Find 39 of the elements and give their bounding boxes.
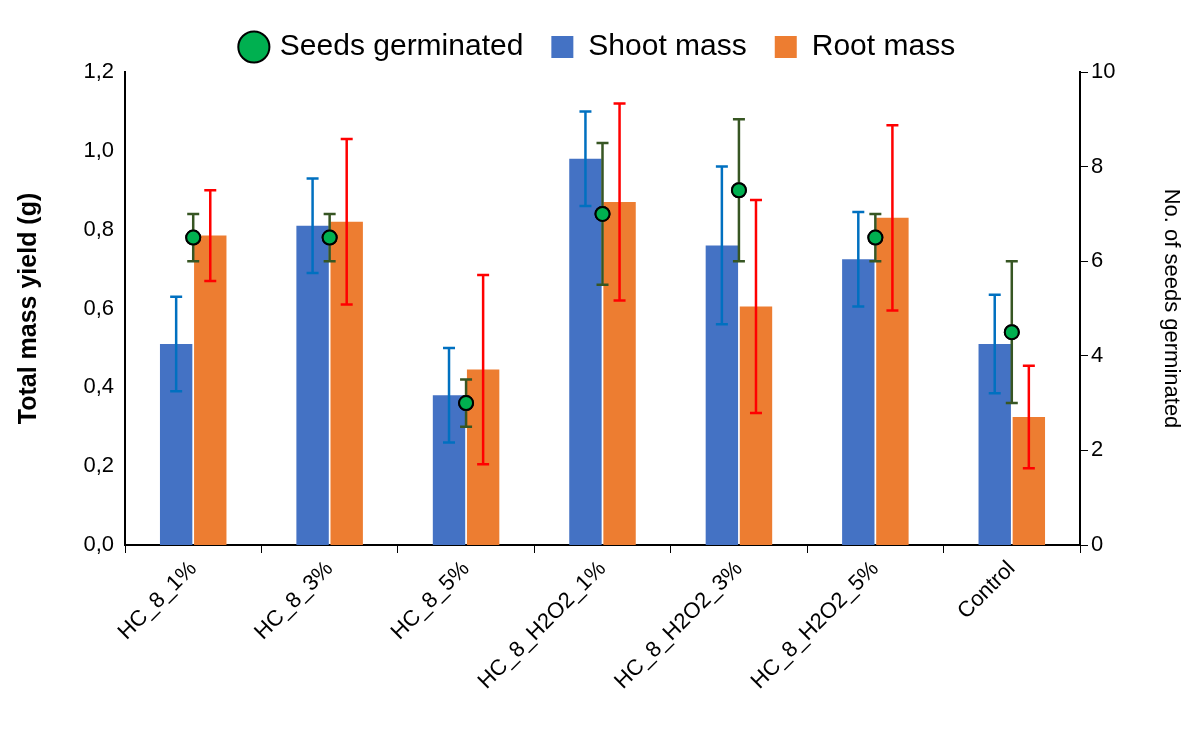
point bbox=[321, 229, 338, 246]
point bbox=[594, 205, 611, 222]
y2-axis-title: No. of seeds germinated bbox=[1159, 188, 1185, 429]
bar bbox=[842, 259, 875, 545]
y2-tick-label: 4 bbox=[1091, 341, 1104, 367]
bar bbox=[569, 158, 602, 545]
point bbox=[867, 229, 884, 246]
bar bbox=[159, 343, 193, 545]
y-tick-label: 1,0 bbox=[83, 136, 114, 162]
point bbox=[185, 229, 202, 246]
y-tick-label: 0,6 bbox=[83, 294, 114, 320]
y-tick-label: 0,2 bbox=[83, 452, 114, 478]
y-axis-title: Total mass yield (g) bbox=[12, 192, 41, 425]
bar bbox=[876, 217, 909, 545]
y-tick-label: 0,8 bbox=[83, 215, 114, 241]
bar bbox=[296, 225, 329, 545]
legend-label: Shoot mass bbox=[588, 28, 747, 62]
legend-label: Seeds germinated bbox=[279, 28, 524, 62]
bar bbox=[1012, 416, 1046, 545]
y2-tick-label: 10 bbox=[1091, 58, 1116, 84]
point bbox=[458, 395, 475, 412]
bar bbox=[705, 245, 739, 545]
point bbox=[1003, 324, 1020, 341]
y-tick-label: 0,4 bbox=[83, 373, 114, 399]
y2-tick-label: 2 bbox=[1091, 436, 1104, 462]
y-tick-label: 1,2 bbox=[83, 58, 114, 84]
bar bbox=[978, 343, 1011, 545]
bar bbox=[466, 369, 500, 545]
y-tick-label: 0,0 bbox=[83, 531, 114, 557]
y2-tick-label: 6 bbox=[1091, 247, 1104, 273]
bar bbox=[432, 395, 466, 545]
bar bbox=[603, 202, 636, 545]
bar bbox=[739, 306, 773, 545]
bar bbox=[330, 221, 363, 545]
y2-tick-label: 0 bbox=[1091, 531, 1104, 557]
legend-label: Root mass bbox=[811, 28, 956, 62]
point bbox=[730, 182, 747, 199]
y2-tick-label: 8 bbox=[1091, 152, 1104, 178]
bar bbox=[194, 235, 227, 545]
